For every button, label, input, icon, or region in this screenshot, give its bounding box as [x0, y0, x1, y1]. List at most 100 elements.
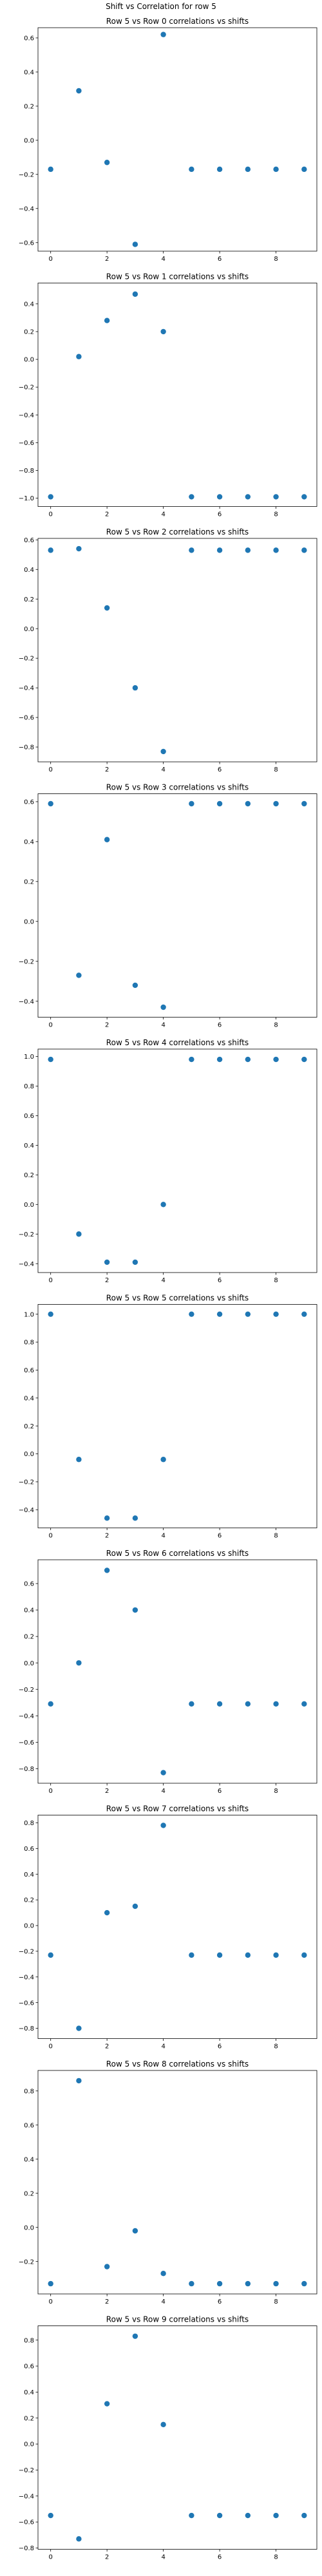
data-point [301, 1056, 307, 1063]
axes-frame [37, 538, 317, 762]
data-point [160, 1823, 166, 1828]
axes-frame [37, 1559, 317, 1784]
y-tick-label: 0.2 [24, 1423, 34, 1430]
data-point [216, 547, 223, 553]
subplot-3: Row 5 vs Row 3 correlations vs shifts 0 2 4… [19, 783, 317, 1029]
data-point [48, 166, 53, 173]
data-point [301, 1701, 307, 1707]
data-point [104, 2264, 110, 2269]
subplot-title: Row 5 vs Row 0 correlations vs shifts [106, 17, 249, 26]
x-tick-label: 2 [105, 256, 109, 263]
subplot-title: Row 5 vs Row 5 correlations vs shifts [106, 1294, 249, 1303]
axes-frame [37, 1304, 317, 1528]
y-tick-label: 0.8 [24, 1083, 34, 1090]
y-tick-label: 0.6 [24, 2122, 34, 2129]
data-point [76, 2078, 82, 2084]
y-tick-label: 1.0 [24, 1311, 34, 1318]
data-point [104, 1515, 110, 1521]
axes-frame [37, 283, 317, 507]
data-point [273, 2512, 279, 2519]
x-tick-label: 6 [218, 1533, 222, 1540]
data-point [273, 1311, 279, 1317]
y-tick-label: 0.4 [24, 1871, 34, 1879]
x-tick-label: 4 [161, 1022, 165, 1029]
y-tick-label: −0.2 [19, 2467, 34, 2474]
subplot-1: Row 5 vs Row 1 correlations vs shifts 0 2 4… [19, 272, 317, 518]
y-tick-label: −0.4 [19, 1713, 34, 1720]
y-tick-label: 0.6 [24, 1846, 34, 1853]
x-tick-label: 4 [161, 2298, 165, 2306]
y-tick-label: 0.2 [24, 2190, 34, 2197]
x-tick-label: 2 [105, 1277, 109, 1284]
x-tick-label: 8 [274, 1022, 278, 1029]
axes-frame [37, 27, 317, 252]
data-point [273, 1056, 279, 1063]
data-point [160, 2271, 166, 2277]
y-tick-label: −0.4 [19, 1974, 34, 1981]
data-point [48, 800, 53, 807]
y-tick-label: 0.6 [24, 1581, 34, 1588]
subplot-stack: Row 5 vs Row 0 correlations vs shifts 0 2 4… [19, 17, 317, 2561]
x-tick-label: 8 [274, 511, 278, 518]
y-tick-label: 0.0 [24, 626, 34, 633]
data-point [301, 1952, 307, 1958]
data-point [301, 800, 307, 807]
y-tick-label: 0.2 [24, 1897, 34, 1904]
data-point [245, 1311, 251, 1317]
y-tick-label: 0.8 [24, 2088, 34, 2095]
subplot-title: Row 5 vs Row 2 correlations vs shifts [106, 527, 249, 536]
y-tick-label: −0.2 [19, 1948, 34, 1955]
data-point [216, 166, 223, 173]
y-tick-label: −0.2 [19, 656, 34, 663]
x-tick-label: 4 [161, 511, 165, 518]
y-tick-label: 0.4 [24, 1142, 34, 1150]
x-tick-label: 8 [274, 1533, 278, 1540]
subplot-title: Row 5 vs Row 3 correlations vs shifts [106, 783, 249, 792]
x-tick-label: 4 [161, 2554, 165, 2561]
x-tick-label: 0 [48, 511, 52, 518]
x-tick-label: 8 [274, 1277, 278, 1284]
x-tick-label: 0 [48, 1277, 52, 1284]
data-point [189, 1952, 194, 1958]
data-point [48, 494, 53, 500]
data-point [216, 1056, 223, 1063]
data-point [48, 1311, 53, 1317]
y-tick-label: −0.2 [19, 2259, 34, 2266]
y-tick-label: −0.2 [19, 1479, 34, 1486]
y-tick-label: 0.0 [24, 357, 34, 364]
y-tick-label: 0.4 [24, 69, 34, 76]
data-point [301, 547, 307, 553]
subplot-title: Row 5 vs Row 6 correlations vs shifts [106, 1549, 249, 1558]
data-point [104, 1567, 110, 1573]
data-point [216, 1701, 223, 1707]
y-tick-label: 0.0 [24, 1660, 34, 1667]
x-tick-label: 8 [274, 2554, 278, 2561]
x-tick-label: 8 [274, 256, 278, 263]
x-tick-label: 6 [218, 2298, 222, 2306]
y-tick-label: −0.4 [19, 998, 34, 1005]
data-point [132, 982, 138, 989]
data-point [132, 1903, 138, 1909]
x-tick-label: 4 [161, 766, 165, 773]
data-point [76, 88, 82, 94]
data-point [216, 2512, 223, 2519]
subplot-9: Row 5 vs Row 9 correlations vs shifts 0 2 4… [19, 2315, 317, 2561]
subplot-7: Row 5 vs Row 7 correlations vs shifts 0 2 4… [19, 1804, 317, 2050]
y-tick-label: 0.4 [24, 2156, 34, 2163]
y-tick-label: 0.0 [24, 1202, 34, 1209]
data-point [48, 1056, 53, 1063]
data-point [48, 2512, 53, 2519]
x-tick-label: 2 [105, 1533, 109, 1540]
y-tick-label: −0.8 [19, 2025, 34, 2032]
data-point [245, 2512, 251, 2519]
y-tick-label: 0.2 [24, 596, 34, 603]
x-tick-label: 4 [161, 2043, 165, 2050]
y-tick-label: −0.6 [19, 440, 34, 447]
y-tick-label: 0.4 [24, 301, 34, 308]
subplot-4: Row 5 vs Row 4 correlations vs shifts 0 2 4… [19, 1038, 317, 1284]
data-point [104, 160, 110, 166]
y-tick-label: 0.4 [24, 1395, 34, 1402]
data-point [189, 1701, 194, 1707]
data-point [189, 166, 194, 173]
